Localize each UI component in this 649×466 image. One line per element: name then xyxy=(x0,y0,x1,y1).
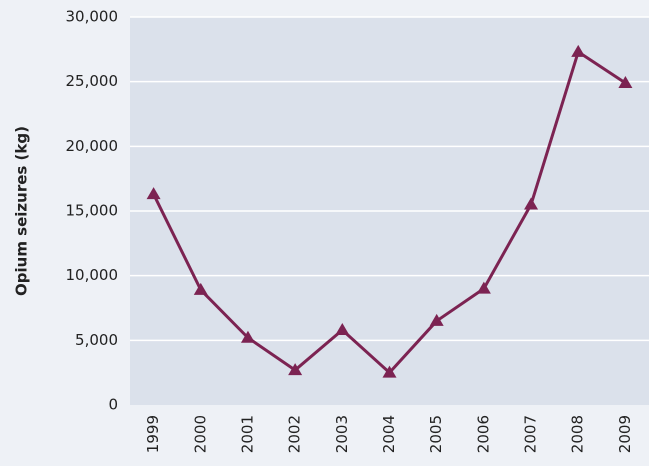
marker xyxy=(429,313,444,326)
x-tick-label: 2008 xyxy=(569,415,587,453)
y-tick-label: 15,000 xyxy=(66,202,119,220)
x-tick-label: 1999 xyxy=(144,415,162,453)
marker xyxy=(288,363,303,376)
x-tick-label: 2002 xyxy=(286,415,304,453)
y-tick-label: 30,000 xyxy=(66,8,119,26)
y-tick-label: 20,000 xyxy=(66,137,119,155)
y-tick-label: 0 xyxy=(108,396,118,414)
x-tick-label: 2006 xyxy=(474,415,492,453)
marker xyxy=(476,281,491,294)
marker xyxy=(146,187,161,200)
x-tick-label: 2009 xyxy=(616,415,634,453)
marker xyxy=(618,75,633,88)
marker xyxy=(524,197,539,210)
x-tick-label: 2001 xyxy=(238,415,256,453)
marker xyxy=(193,282,208,295)
x-tick-label: 2004 xyxy=(380,415,398,453)
y-axis-label: Opium seizures (kg) xyxy=(13,126,31,296)
x-tick-label: 2003 xyxy=(333,415,351,453)
marker xyxy=(335,322,350,335)
x-tick-label: 2000 xyxy=(191,415,209,453)
marker xyxy=(240,330,255,343)
y-tick-label: 25,000 xyxy=(66,72,119,90)
x-tick-label: 2007 xyxy=(522,415,540,453)
marker xyxy=(382,365,397,378)
x-tick-label: 2005 xyxy=(427,415,445,453)
marker xyxy=(571,44,586,57)
y-tick-label: 10,000 xyxy=(66,266,119,284)
y-tick-label: 5,000 xyxy=(75,331,118,349)
